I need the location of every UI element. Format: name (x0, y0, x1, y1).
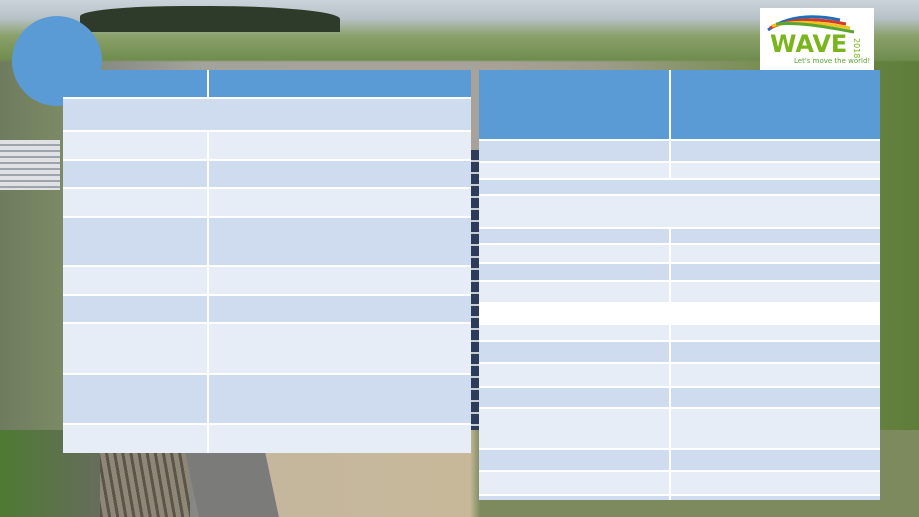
table-cell (479, 161, 670, 179)
table-cell (669, 262, 880, 281)
table-cell (479, 448, 670, 471)
table-row (63, 322, 471, 374)
header-cell (63, 70, 208, 98)
table-cell (207, 159, 471, 188)
header-cell (479, 70, 670, 140)
table-cell (63, 159, 208, 188)
table-row (479, 323, 880, 341)
table-cell (669, 243, 880, 263)
table-cell (479, 323, 670, 341)
table-row (63, 159, 471, 188)
table-cell (669, 161, 880, 179)
table-cell (207, 423, 471, 453)
wave-logo-graphic: WAVE 2018 Let's move the world! (767, 15, 870, 65)
merged-cell (479, 178, 880, 195)
table-row (479, 407, 880, 449)
table-cell (479, 243, 670, 263)
table-row (63, 216, 471, 266)
table-cell (479, 386, 670, 408)
table-row (63, 373, 471, 424)
table-cell (669, 470, 880, 495)
header-cell (207, 70, 471, 98)
table-cell (669, 494, 880, 500)
table-cell (479, 407, 670, 449)
table-cell (207, 216, 471, 266)
table-row (63, 130, 471, 160)
table-row (479, 178, 880, 195)
merged-cell (63, 97, 471, 131)
table-cell (669, 139, 880, 162)
forest-area (80, 6, 340, 32)
table-cell (207, 130, 471, 160)
table-cell (669, 323, 880, 341)
road (185, 452, 279, 517)
table-cell (63, 216, 208, 266)
table-cell (669, 227, 880, 244)
table-cell (669, 362, 880, 387)
building (0, 140, 60, 190)
table-cell (63, 130, 208, 160)
table-cell (63, 294, 208, 323)
left-table (63, 70, 471, 453)
logo-tagline: Let's move the world! (794, 57, 870, 65)
table-cell (63, 423, 208, 453)
table-cell (479, 470, 670, 495)
wave-logo: WAVE 2018 Let's move the world! (760, 8, 874, 70)
table-row (63, 97, 471, 131)
table-row (479, 227, 880, 244)
table-header-row (63, 70, 471, 98)
table-cell (669, 280, 880, 303)
table-cell (669, 340, 880, 363)
table-row (63, 187, 471, 217)
logo-year: 2018 (852, 38, 861, 58)
merged-cell (479, 194, 880, 228)
table-row (479, 243, 880, 263)
table-row (479, 194, 880, 228)
table-cell (207, 373, 471, 424)
table-row (479, 280, 880, 303)
table-row (479, 139, 880, 162)
table-cell (669, 448, 880, 471)
table-cell (207, 187, 471, 217)
table-cell (669, 386, 880, 408)
table-cell (63, 373, 208, 424)
table-cell (63, 187, 208, 217)
table-cell (479, 139, 670, 162)
railway-tracks (100, 452, 190, 517)
solar-panel-roof (468, 150, 480, 490)
table-cell (669, 407, 880, 449)
header-cell (669, 70, 880, 140)
table-row (63, 294, 471, 323)
table-row (479, 161, 880, 179)
table-row (479, 302, 880, 324)
table-row (63, 423, 471, 453)
table-cell (479, 494, 670, 500)
table-cell (207, 294, 471, 323)
table-cell (207, 265, 471, 295)
table-row (479, 494, 880, 500)
logo-word: WAVE (770, 30, 847, 58)
merged-cell (479, 302, 880, 324)
table-cell (207, 322, 471, 374)
table-row (63, 265, 471, 295)
table-row (479, 386, 880, 408)
table-header-row (479, 70, 880, 140)
table-cell (479, 340, 670, 363)
table-cell (479, 227, 670, 244)
table-cell (479, 280, 670, 303)
table-row (479, 448, 880, 471)
table-cell (479, 262, 670, 281)
table-row (479, 470, 880, 495)
table-row (479, 362, 880, 387)
table-row (479, 340, 880, 363)
table-cell (479, 362, 670, 387)
table-row (479, 262, 880, 281)
table-cell (63, 265, 208, 295)
right-table (479, 70, 880, 500)
table-cell (63, 322, 208, 374)
